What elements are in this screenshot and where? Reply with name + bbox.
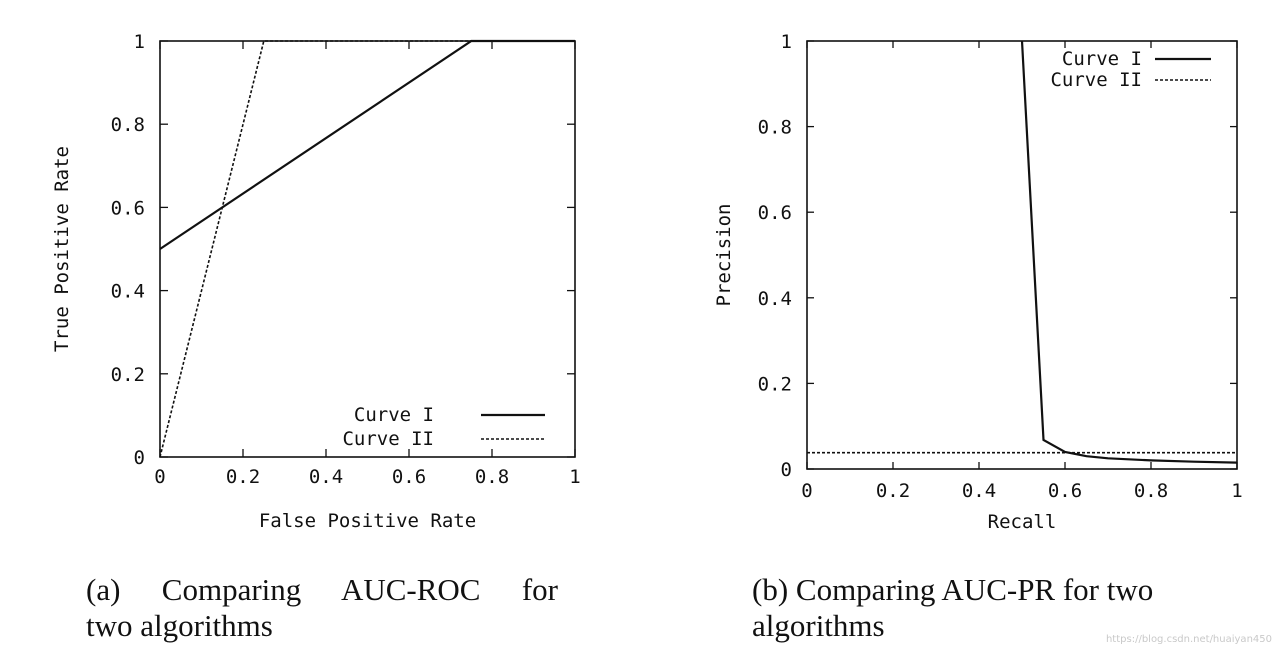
chart-pr: 0 0.2 0.4 0.6 0.8 1 0 0.2 0.4 0.6 0.8 1 Recall Precis… — [713, 31, 1243, 533]
y-tick-label: 0.4 — [111, 281, 145, 303]
y-tick-label: 0.6 — [111, 197, 145, 219]
y-axis-title: True Positive Rate — [51, 146, 73, 352]
plot-frame — [806, 40, 1238, 470]
y-tick-label: 1 — [781, 31, 792, 53]
caption-a-line1: (a) Comparing AUC-ROC for — [86, 572, 558, 607]
x-tick-label: 0 — [154, 466, 165, 488]
x-axis-title: False Positive Rate — [259, 510, 476, 532]
plot-frame — [159, 40, 576, 458]
x-tick-label: 0.8 — [1134, 480, 1168, 502]
y-tick-label: 0.2 — [111, 364, 145, 386]
x-axis-title: Recall — [988, 511, 1057, 533]
legend-label: Curve II — [342, 428, 434, 450]
y-tick-label: 1 — [134, 31, 145, 53]
x-tick-label: 0.6 — [1048, 480, 1082, 502]
x-tick-label: 0.2 — [876, 480, 910, 502]
watermark: https://blog.csdn.net/huaiyan450 — [1105, 634, 1272, 645]
y-tick-label: 0.2 — [758, 373, 792, 395]
y-tick-label: 0.8 — [758, 117, 792, 139]
x-tick-label: 0.8 — [475, 466, 509, 488]
legend-label: Curve I — [354, 404, 434, 426]
y-tick-label: 0.6 — [758, 202, 792, 224]
caption-a-line2: two algorithms — [86, 608, 273, 643]
x-tick-label: 1 — [569, 466, 580, 488]
x-tick-label: 0.6 — [392, 466, 426, 488]
caption-b: (b) Comparing AUC-PR for two algorithms — [752, 572, 1224, 644]
series-line-curve-ii — [159, 40, 575, 458]
legend-label: Curve I — [1062, 48, 1142, 70]
x-tick-label: 0.4 — [962, 480, 996, 502]
y-tick-label: 0.4 — [758, 288, 792, 310]
y-tick-label: 0.8 — [111, 114, 145, 136]
x-tick-label: 0.4 — [309, 466, 343, 488]
chart-roc: 0 0.2 0.4 0.6 0.8 1 0 0.2 0.4 0.6 0.8 1 False Positi… — [51, 31, 581, 532]
y-tick-label: 0 — [781, 459, 792, 481]
x-tick-label: 1 — [1231, 480, 1242, 502]
series-line-curve-i — [1020, 40, 1238, 464]
y-axis-title: Precision — [713, 204, 735, 307]
caption-b-line2: algorithms — [752, 608, 885, 643]
series-line-curve-i — [159, 39, 575, 250]
x-tick-label: 0.2 — [226, 466, 260, 488]
legend-label: Curve II — [1050, 69, 1142, 91]
y-tick-label: 0 — [134, 447, 145, 469]
x-tick-label: 0 — [801, 480, 812, 502]
caption-b-line1: (b) Comparing AUC-PR for two — [752, 572, 1154, 607]
caption-a: (a) Comparing AUC-ROC for two algorithms — [86, 572, 558, 644]
